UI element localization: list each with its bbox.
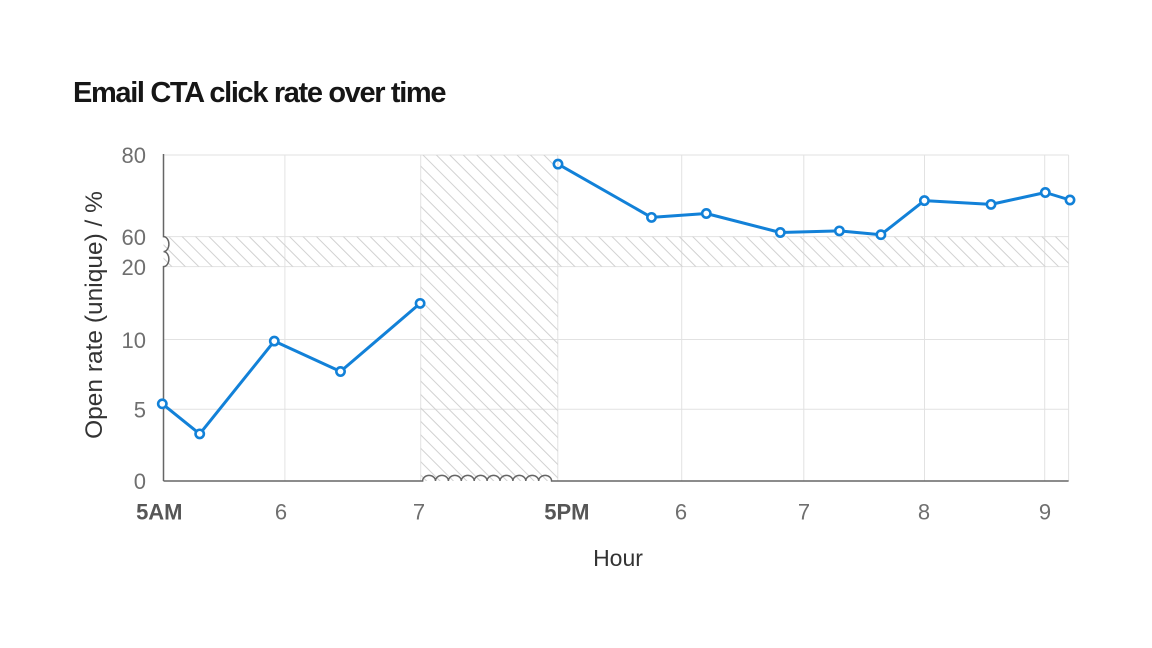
svg-text:80: 80	[122, 143, 146, 168]
svg-text:7: 7	[798, 500, 810, 525]
svg-text:5: 5	[134, 397, 146, 422]
svg-text:5AM: 5AM	[136, 500, 182, 525]
svg-text:60: 60	[122, 225, 146, 250]
svg-text:Email CTA click rate over time: Email CTA click rate over time	[73, 77, 446, 109]
svg-text:9: 9	[1039, 500, 1051, 525]
svg-text:7: 7	[413, 500, 425, 525]
svg-text:Open rate (unique) / %: Open rate (unique) / %	[81, 191, 108, 439]
svg-text:5PM: 5PM	[544, 500, 589, 525]
svg-text:Hour: Hour	[593, 545, 643, 571]
svg-text:0: 0	[134, 469, 146, 494]
svg-text:6: 6	[275, 500, 287, 525]
svg-text:20: 20	[122, 255, 146, 280]
svg-text:6: 6	[675, 500, 687, 525]
svg-text:10: 10	[122, 328, 146, 353]
svg-text:8: 8	[918, 500, 930, 525]
